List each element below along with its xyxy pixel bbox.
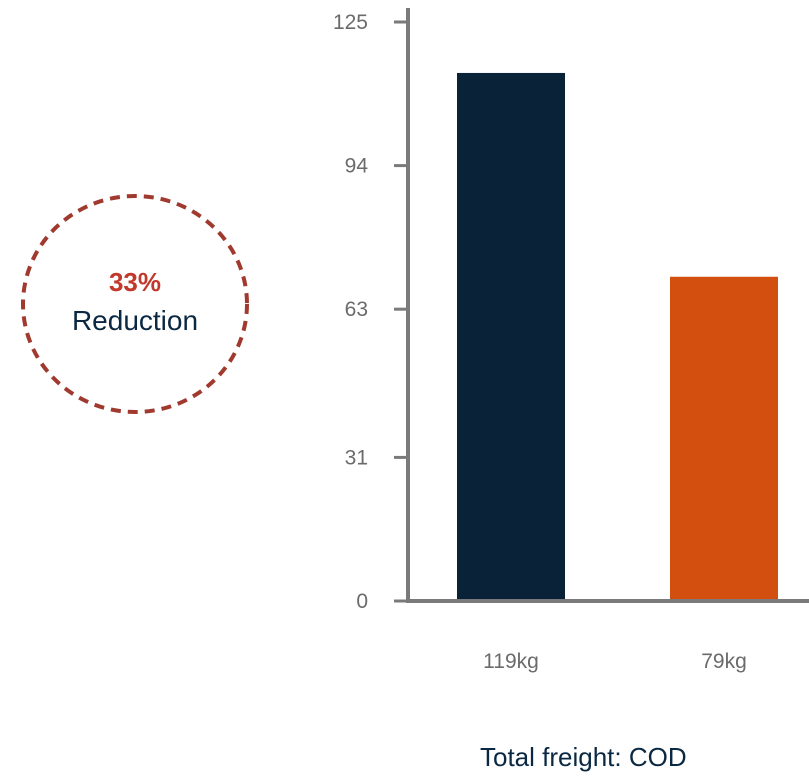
x-axis-labels: 119kg 79kg [483,650,747,673]
bar-1 [670,276,778,601]
y-tick-label: 63 [345,298,368,321]
reduction-label: Reduction [71,305,199,336]
y-tick-label: 94 [345,155,369,178]
y-tick-label: 0 [356,590,368,613]
y-tick-label: 125 [333,11,368,34]
y-axis-ticks: 0 31 63 94 125 [333,11,408,613]
dashed-circle [21,194,249,414]
bar-0 [457,72,565,601]
reduction-percent: 33% [108,267,162,297]
x-category-label: 79kg [701,650,747,673]
x-category-label: 119kg [483,650,539,673]
chart-caption: Total freight: COD [480,742,687,772]
reduction-badge: 33% Reduction [20,193,250,415]
y-tick-label: 31 [345,446,368,469]
bars [457,72,778,601]
